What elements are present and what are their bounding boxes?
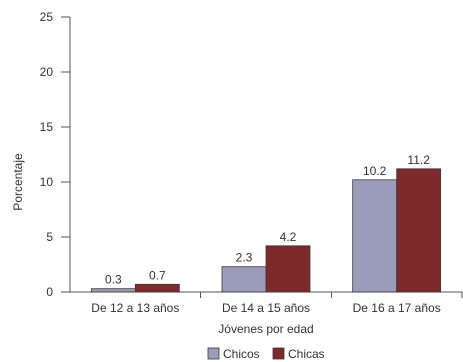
- x-axis: De 12 a 13 años De 14 a 15 años De 16 a 17…: [70, 291, 463, 315]
- x-axis-label: Jóvenes por edad: [218, 322, 313, 336]
- bars: [90, 168, 442, 293]
- x-tick-label: De 12 a 13 años: [91, 301, 179, 315]
- data-label: 0.7: [149, 268, 166, 282]
- bar: [221, 266, 267, 293]
- bar: [90, 288, 136, 293]
- data-label: 11.2: [407, 153, 430, 167]
- legend-label: Chicas: [288, 347, 325, 361]
- y-tick-label: 25: [40, 10, 54, 24]
- bar: [352, 179, 398, 293]
- legend-label: Chicos: [223, 347, 260, 361]
- data-label: 0.3: [105, 273, 122, 287]
- x-tick-label: De 14 a 15 años: [222, 301, 310, 315]
- y-axis: 0 5 10 15 20 25: [40, 10, 71, 299]
- bar: [265, 245, 311, 293]
- y-tick-label: 20: [40, 65, 54, 79]
- y-tick-label: 0: [46, 285, 53, 299]
- legend-swatch: [207, 347, 220, 360]
- data-label: 2.3: [236, 251, 253, 265]
- value-labels: 0.3 0.7 2.3 4.2 10.2 11.2: [105, 153, 430, 287]
- y-tick-label: 15: [40, 120, 54, 134]
- y-tick-label: 5: [46, 230, 53, 244]
- bar: [396, 168, 442, 293]
- y-axis-label: Porcentaje: [11, 153, 25, 211]
- legend-swatch: [272, 347, 285, 360]
- data-label: 10.2: [363, 164, 387, 178]
- x-tick-label: De 16 a 17 años: [353, 301, 441, 315]
- y-tick-label: 10: [40, 175, 54, 189]
- bar: [134, 283, 180, 293]
- legend: Chicos Chicas: [207, 347, 325, 361]
- data-label: 4.2: [280, 230, 297, 244]
